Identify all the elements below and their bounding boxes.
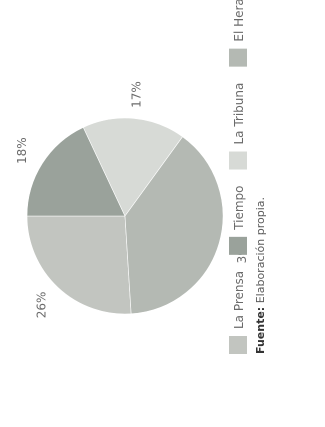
legend: La Prensa Tiempo La Tribuna El Heraldo bbox=[229, 0, 247, 354]
pie-slice-tiempo bbox=[26, 126, 126, 217]
legend-label-la-prensa: La Prensa bbox=[232, 271, 246, 329]
pct-label-la-prensa: 26% bbox=[34, 292, 48, 319]
legend-label-tiempo: Tiempo bbox=[232, 186, 246, 231]
legend-swatch-el-heraldo bbox=[229, 48, 247, 67]
pie-slice-el-heraldo bbox=[124, 136, 224, 315]
legend-swatch-la-tribuna bbox=[229, 151, 247, 170]
legend-swatch-tiempo bbox=[229, 236, 247, 255]
source-label: Fuente: bbox=[254, 307, 267, 354]
legend-swatch-la-prensa bbox=[229, 336, 247, 354]
pct-label-tiempo: 18% bbox=[15, 137, 29, 164]
source-text: Elaboración propia. bbox=[254, 197, 267, 307]
pie-slices bbox=[26, 117, 224, 315]
legend-label-el-heraldo: El Heraldo bbox=[232, 0, 246, 42]
pie-slice-la-tribuna bbox=[82, 117, 184, 217]
legend-label-la-tribuna: La Tribuna bbox=[232, 83, 246, 145]
pct-label-la-tribuna: 17% bbox=[129, 81, 143, 108]
pie-slice-la-prensa bbox=[26, 215, 132, 315]
source-note: Fuente: Elaboración propia. bbox=[254, 197, 267, 354]
